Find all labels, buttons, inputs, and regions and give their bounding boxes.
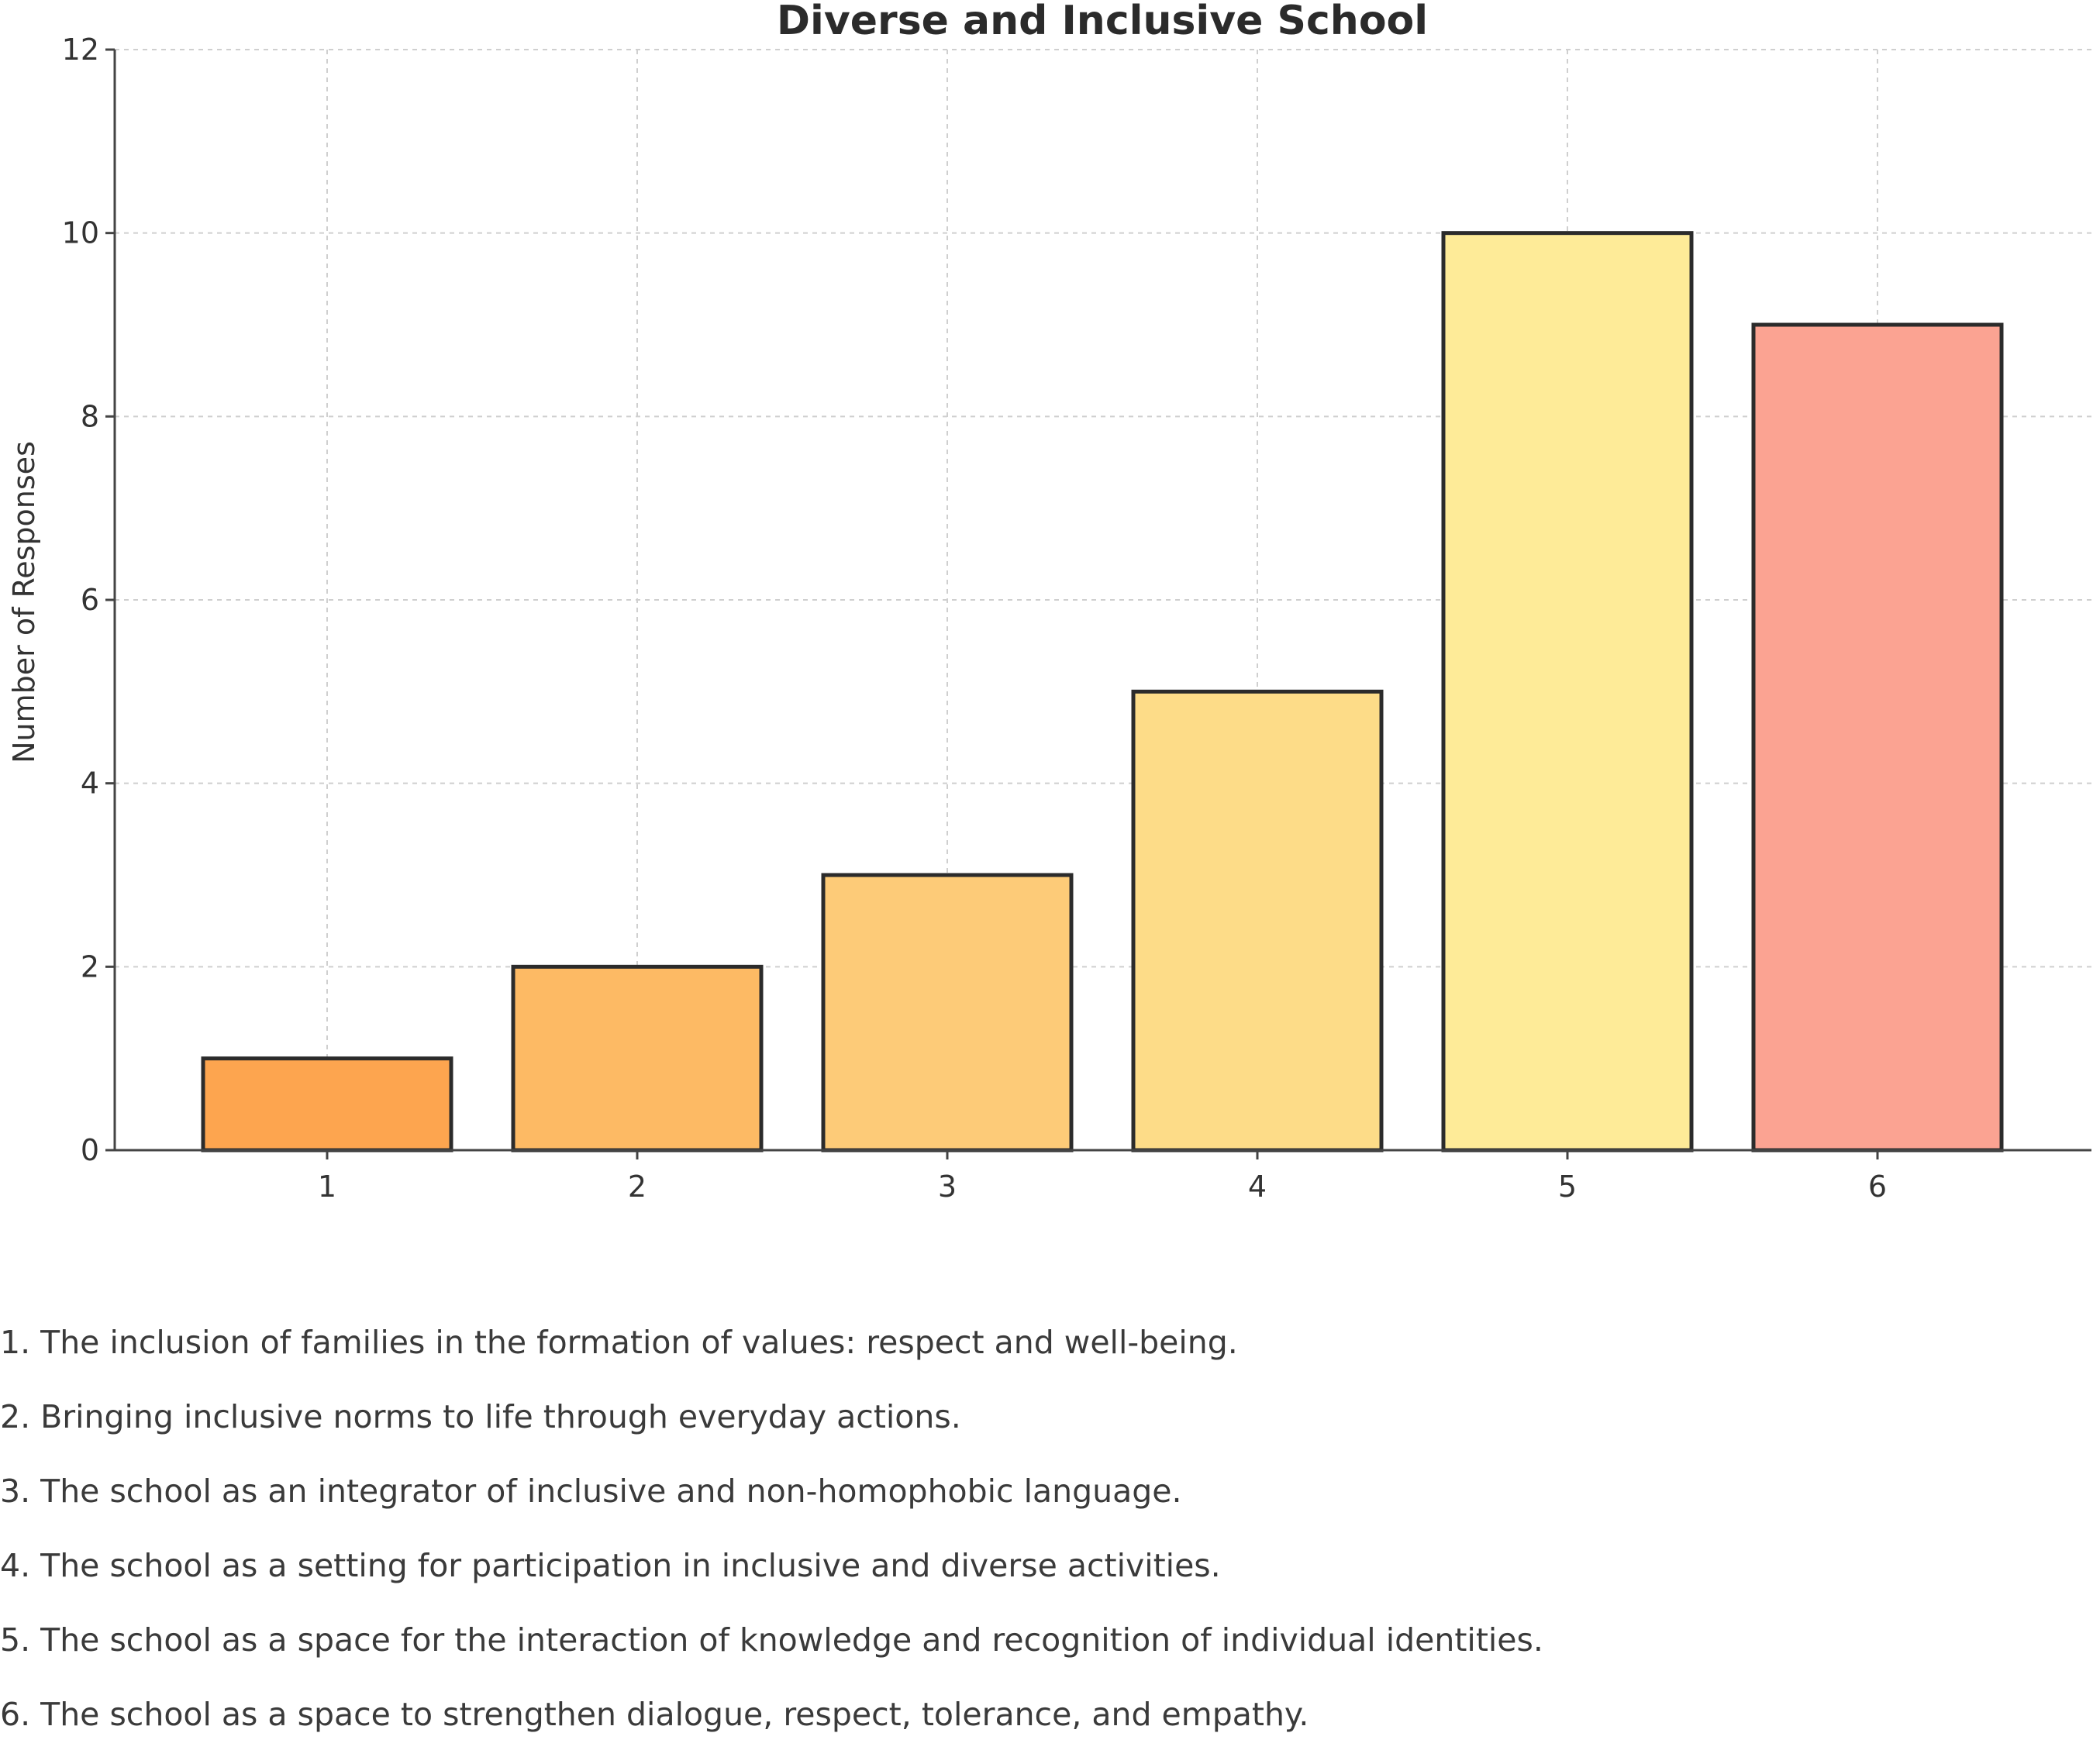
category-legend: 1. The inclusion of families in the form… <box>0 1318 2093 1764</box>
grid-lines <box>115 49 2091 1150</box>
axes <box>105 48 2091 1159</box>
chart-title: Diverse and Inclusive School <box>777 0 1428 44</box>
x-tick-label-6: 6 <box>1868 1170 1887 1204</box>
legend-item-4: 4. The school as a setting for participa… <box>0 1547 1221 1584</box>
legend-item-6: 6. The school as a space to strengthen d… <box>0 1696 1309 1733</box>
bar-6 <box>1751 322 2004 1152</box>
bar-2 <box>511 964 764 1152</box>
bars <box>201 231 2004 1152</box>
x-tick-label-3: 3 <box>938 1170 957 1204</box>
x-tick-label-5: 5 <box>1558 1170 1577 1204</box>
y-tick-label-4: 4 <box>81 767 99 801</box>
legend-item-1: 1. The inclusion of families in the form… <box>0 1324 1238 1361</box>
y-tick-label-12: 12 <box>62 33 99 67</box>
bar-5 <box>1441 231 1694 1152</box>
y-tick-label-6: 6 <box>81 583 99 617</box>
legend-item-5: 5. The school as a space for the interac… <box>0 1621 1543 1659</box>
x-tick-label-4: 4 <box>1248 1170 1267 1204</box>
y-tick-label-2: 2 <box>81 949 99 984</box>
x-tick-label-2: 2 <box>628 1170 647 1204</box>
legend-item-3: 3. The school as an integrator of inclus… <box>0 1473 1182 1510</box>
y-axis-label: Number of Responses <box>7 441 41 763</box>
y-tick-label-10: 10 <box>62 216 99 250</box>
bar-4 <box>1131 689 1384 1152</box>
legend-item-2: 2. Bringing inclusive norms to life thro… <box>0 1398 961 1435</box>
bar-1 <box>201 1056 453 1152</box>
y-tick-label-8: 8 <box>81 399 99 433</box>
y-tick-label-0: 0 <box>81 1133 99 1167</box>
bar-3 <box>821 873 1074 1152</box>
x-tick-label-1: 1 <box>318 1170 336 1204</box>
